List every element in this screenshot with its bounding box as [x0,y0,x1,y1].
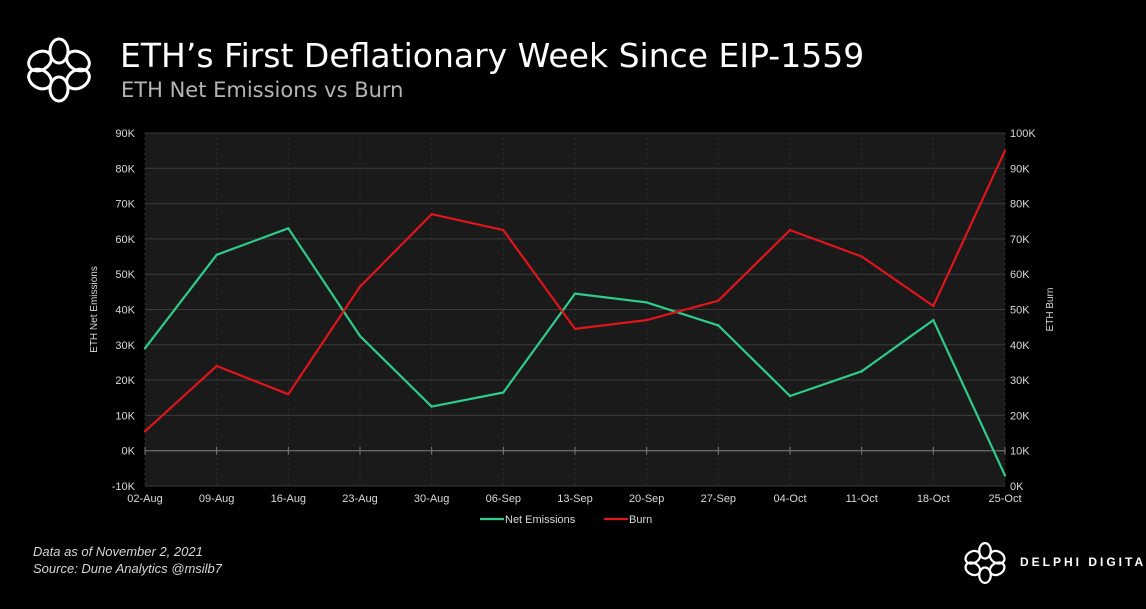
x-tick-label: 13-Sep [557,493,592,505]
data-point-burn [860,255,863,258]
y-tick-label: 10K [115,410,135,422]
brand-name: DELPHI DIGITAL [1020,555,1146,569]
data-point-burn [788,228,792,232]
data-point-burn [1003,149,1007,152]
y2-tick-label: 0K [1010,481,1024,493]
y-tick-label: 90K [115,128,135,140]
data-point-burn [645,318,648,322]
y2-tick-label: 10K [1010,446,1030,458]
y2-tick-label: 70K [1010,234,1030,246]
y-tick-label: 70K [115,199,135,211]
y-tick-label: 0K [122,446,136,458]
data-point-net-emissions [860,370,863,373]
data-point-net-emissions [573,292,577,295]
data-point-net-emissions [788,394,792,398]
x-tick-label: 02-Aug [127,493,162,505]
y-tick-label: 20K [115,375,135,387]
data-point-net-emissions [430,405,433,408]
chart-subtitle: ETH Net Emissions vs Burn [121,78,404,102]
y2-axis-title: ETH Burn [1045,288,1056,332]
y2-tick-label: 30K [1010,375,1030,387]
data-point-burn [430,212,433,216]
source-note: Source: Dune Analytics @msilb7 [33,561,223,576]
data-point-burn [143,430,147,433]
chart-title: ETH’s First Deflationary Week Since EIP-… [120,36,865,75]
x-tick-label: 16-Aug [271,493,306,505]
data-point-burn [502,228,505,232]
y2-tick-label: 60K [1010,269,1030,281]
data-point-net-emissions [143,347,147,350]
y2-tick-label: 80K [1010,199,1030,211]
y-tick-label: 50K [115,269,135,281]
legend-label: Net Emissions [505,514,576,526]
y2-tick-label: 100K [1010,128,1036,140]
data-date-note: Data as of November 2, 2021 [33,544,203,559]
y2-tick-label: 50K [1010,305,1030,317]
y-tick-label: 60K [115,234,135,246]
x-tick-label: 04-Oct [773,493,806,505]
data-point-net-emissions [215,253,218,256]
data-point-burn [717,299,720,302]
data-point-net-emissions [645,301,648,304]
data-point-burn [215,364,218,368]
y2-tick-label: 40K [1010,340,1030,352]
data-point-burn [573,327,577,331]
y2-tick-label: 90K [1010,163,1030,175]
data-point-burn [932,304,935,308]
x-tick-label: 30-Aug [414,493,449,505]
y-tick-label: 80K [115,163,135,175]
x-tick-label: 18-Oct [917,493,950,505]
y-tick-label: 30K [115,340,135,352]
data-point-net-emissions [717,324,720,327]
data-point-net-emissions [358,334,362,338]
x-tick-label: 23-Aug [342,493,377,505]
data-point-burn [287,393,290,396]
y-tick-label: 40K [115,305,135,317]
x-tick-label: 11-Oct [846,493,878,505]
x-tick-label: 20-Sep [629,493,664,505]
delphi-flower-logo-icon [27,37,91,103]
delphi-flower-logo-icon [964,542,1006,584]
y-tick-label: -10K [112,481,136,493]
brand-mark: DELPHI DIGITAL [960,538,1146,588]
y2-tick-label: 20K [1010,410,1030,422]
x-tick-label: 09-Aug [199,493,234,505]
data-point-burn [358,285,362,288]
x-tick-label: 27-Sep [701,493,736,505]
x-tick-label: 25-Oct [988,493,1021,505]
legend-label: Burn [629,514,652,526]
data-point-net-emissions [932,318,935,322]
data-point-net-emissions [1003,474,1007,477]
x-tick-label: 06-Sep [486,493,521,505]
data-point-net-emissions [287,227,290,230]
y-axis-title: ETH Net Emissions [89,266,100,353]
data-point-net-emissions [502,391,505,394]
